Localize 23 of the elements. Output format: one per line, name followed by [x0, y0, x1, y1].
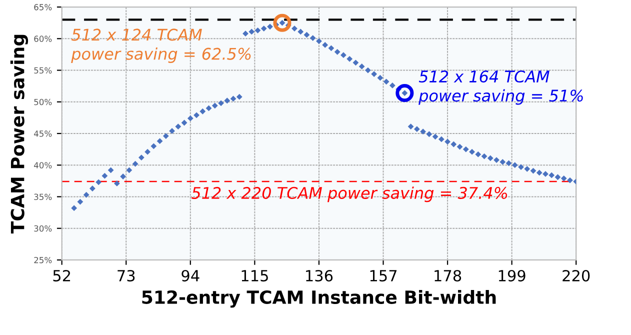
- x-tick-label: 115: [242, 270, 268, 282]
- x-tick-label: 136: [306, 270, 333, 282]
- x-tick-label: 73: [118, 270, 135, 282]
- ref-line-label: 512 x 220 TCAM power saving = 37.4%: [191, 186, 508, 202]
- y-tick-label: 40%: [34, 162, 52, 168]
- x-tick-label: 94: [182, 270, 200, 282]
- x-tick-label: 178: [434, 270, 462, 282]
- y-tick-label: 55%: [34, 67, 52, 74]
- x-tick-label: 52: [53, 270, 70, 282]
- y-tick-label: 25%: [34, 256, 52, 264]
- y-tick-label: 35%: [34, 194, 52, 200]
- x-tick-label: 220: [562, 270, 590, 282]
- x-axis-title: 512-entry TCAM Instance Bit-width: [142, 290, 496, 308]
- annotation: 512 x 124 TCAM power saving = 62.5%: [71, 28, 251, 63]
- x-tick-label: 157: [370, 270, 397, 282]
- annotation: 512 x 164 TCAM power saving = 51%: [418, 70, 583, 105]
- y-tick-label: 45%: [34, 130, 52, 137]
- y-tick-label: 30%: [34, 225, 52, 232]
- y-axis-title: TCAM Power saving: [10, 34, 28, 234]
- x-tick-label: 199: [498, 270, 526, 282]
- y-tick-label: 50%: [34, 98, 52, 106]
- y-tick-label: 60%: [34, 36, 52, 42]
- y-tick-label: 65%: [34, 4, 52, 10]
